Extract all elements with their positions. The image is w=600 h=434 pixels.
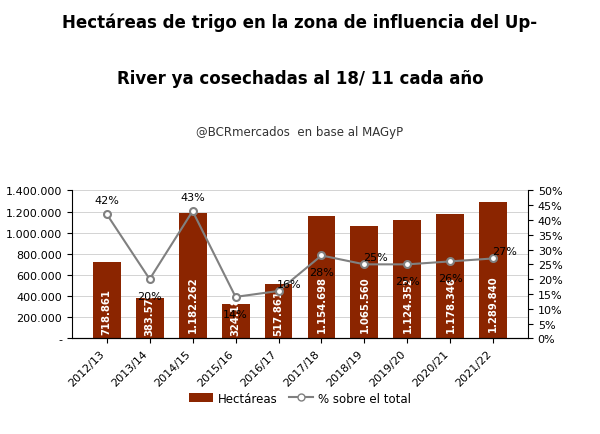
Text: 25%: 25% bbox=[395, 276, 420, 286]
Text: 1.124.352: 1.124.352 bbox=[403, 276, 412, 332]
Bar bbox=[136, 298, 164, 339]
Text: 517.861: 517.861 bbox=[274, 289, 284, 335]
Text: 25%: 25% bbox=[363, 253, 388, 263]
Text: 43%: 43% bbox=[180, 193, 205, 203]
Bar bbox=[394, 220, 421, 339]
Text: River ya cosechadas al 18/ 11 cada año: River ya cosechadas al 18/ 11 cada año bbox=[116, 69, 484, 87]
Bar bbox=[350, 226, 379, 339]
Bar bbox=[308, 217, 335, 339]
Text: 20%: 20% bbox=[137, 291, 162, 301]
Bar bbox=[479, 203, 507, 339]
Text: 1.178.346: 1.178.346 bbox=[445, 275, 455, 332]
Bar bbox=[436, 214, 464, 339]
Text: 16%: 16% bbox=[277, 279, 302, 289]
Text: 26%: 26% bbox=[438, 273, 463, 283]
Text: 14%: 14% bbox=[223, 309, 248, 319]
Bar bbox=[221, 304, 250, 339]
Text: 42%: 42% bbox=[94, 196, 119, 206]
Text: 1.065.560: 1.065.560 bbox=[359, 276, 370, 332]
Bar bbox=[93, 263, 121, 339]
Text: 1.182.262: 1.182.262 bbox=[188, 276, 197, 332]
Text: 27%: 27% bbox=[492, 247, 517, 257]
Legend: Hectáreas, % sobre el total: Hectáreas, % sobre el total bbox=[185, 387, 415, 409]
Bar bbox=[265, 284, 292, 339]
Text: 718.861: 718.861 bbox=[101, 288, 112, 334]
Text: 1.154.698: 1.154.698 bbox=[316, 275, 326, 332]
Text: Hectáreas de trigo en la zona de influencia del Up-: Hectáreas de trigo en la zona de influen… bbox=[62, 13, 538, 32]
Text: 383.579: 383.579 bbox=[145, 290, 155, 335]
Text: @BCRmercados  en base al MAGyP: @BCRmercados en base al MAGyP bbox=[196, 126, 404, 139]
Text: 324.186: 324.186 bbox=[230, 290, 241, 335]
Text: 1.289.840: 1.289.840 bbox=[488, 275, 499, 332]
Text: 28%: 28% bbox=[309, 267, 334, 277]
Bar bbox=[179, 214, 206, 339]
